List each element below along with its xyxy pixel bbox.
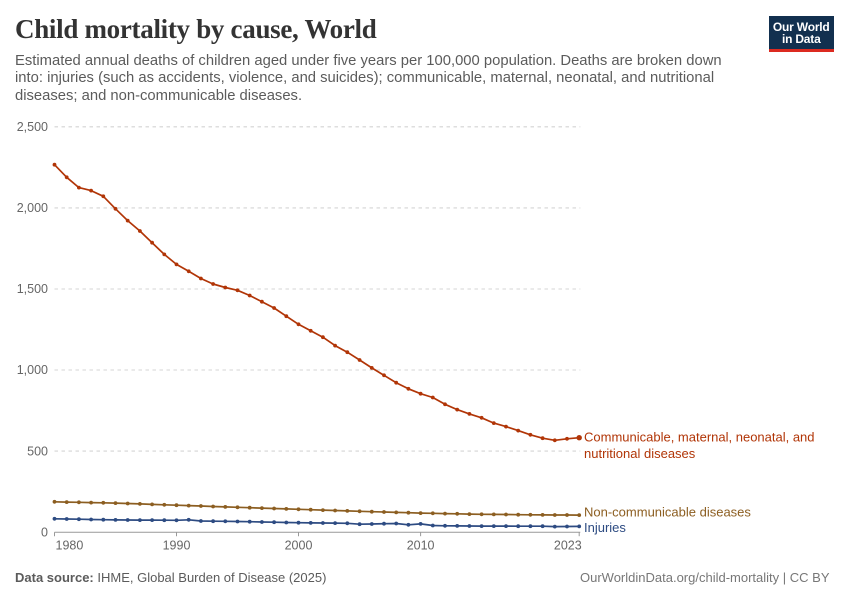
svg-text:1990: 1990 <box>163 539 191 553</box>
svg-text:2,500: 2,500 <box>17 120 48 134</box>
svg-text:1980: 1980 <box>56 539 84 553</box>
svg-text:nutritional diseases: nutritional diseases <box>584 446 696 461</box>
svg-text:0: 0 <box>41 525 48 539</box>
svg-text:2023: 2023 <box>554 539 582 553</box>
svg-text:2010: 2010 <box>407 539 435 553</box>
svg-text:2,000: 2,000 <box>17 201 48 215</box>
svg-text:Non-communicable diseases: Non-communicable diseases <box>584 504 751 519</box>
svg-text:Communicable, maternal, neonat: Communicable, maternal, neonatal, and <box>584 430 815 445</box>
svg-text:1,000: 1,000 <box>17 363 48 377</box>
svg-text:500: 500 <box>27 444 48 458</box>
svg-text:Injuries: Injuries <box>584 520 626 535</box>
svg-text:2000: 2000 <box>285 539 313 553</box>
svg-text:1,500: 1,500 <box>17 282 48 296</box>
